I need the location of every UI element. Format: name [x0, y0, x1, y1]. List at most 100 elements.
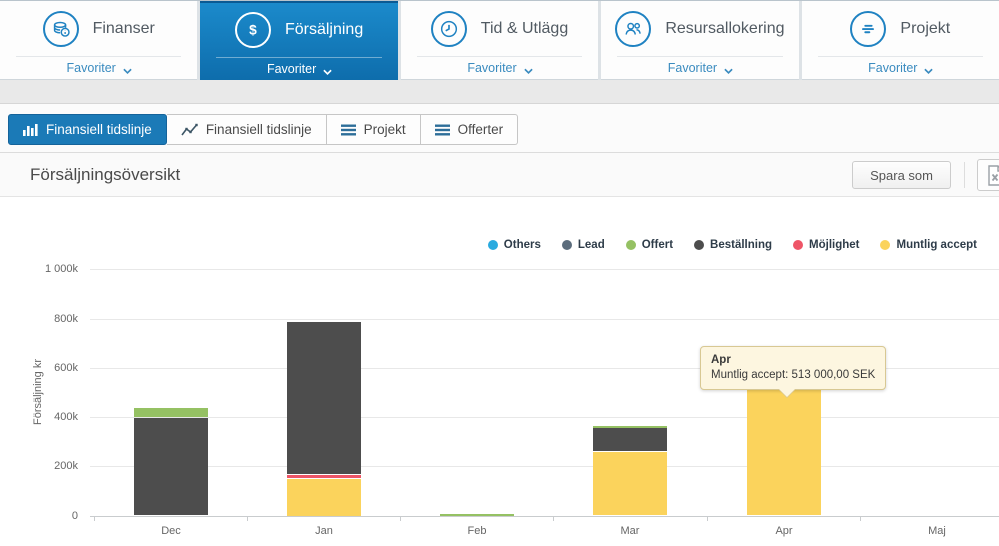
- list-icon: [340, 124, 356, 135]
- bar-segment-beställning[interactable]: [287, 322, 361, 475]
- save-as-button[interactable]: Spara som: [852, 161, 951, 189]
- chevron-down-icon: [123, 64, 132, 74]
- legend-item-lead[interactable]: Lead: [561, 239, 605, 251]
- y-axis-tick-label: 1 000k: [44, 263, 78, 276]
- view-button-financial-timeline-bars[interactable]: Finansiell tidslinje: [8, 114, 167, 145]
- x-axis-tick: [860, 515, 861, 521]
- favoriter-dropdown-projekt[interactable]: Favoriter: [802, 57, 999, 79]
- y-axis-tick-label: 400k: [54, 411, 78, 423]
- legend-dot: [694, 240, 705, 250]
- header-divider: [964, 162, 965, 188]
- legend-label: Lead: [577, 239, 605, 251]
- bar-segment-offert[interactable]: [593, 426, 667, 428]
- x-axis-category-label: Dec: [161, 524, 181, 537]
- legend-dot: [625, 240, 636, 250]
- x-axis-tick: [707, 515, 708, 521]
- excel-export-icon: [988, 164, 999, 186]
- chevron-down-icon: [724, 64, 733, 74]
- tab-label: Resursallokering: [665, 19, 785, 37]
- dollar-icon: $: [234, 12, 271, 49]
- bar-segment-muntlig-accept[interactable]: [747, 389, 821, 516]
- coins-icon: [42, 10, 79, 47]
- gridline: [90, 466, 999, 468]
- y-axis-tick-label: 800k: [54, 312, 78, 325]
- gridline: [90, 318, 999, 320]
- favoriter-dropdown-finanser[interactable]: Favoriter: [0, 57, 197, 79]
- chart-plot: Others Lead Offert Beställning Möjlighet Munt…: [0, 197, 999, 546]
- legend-label: Möjlighet: [809, 239, 860, 251]
- y-axis-tick-label: 200k: [54, 460, 78, 473]
- chevron-down-icon: [323, 65, 332, 76]
- y-axis-tick-label: 0: [71, 509, 78, 522]
- x-axis-category-label: Mar: [620, 524, 640, 537]
- chevron-down-icon: [523, 64, 533, 74]
- x-axis-category-label: Jan: [315, 524, 333, 537]
- favoriter-dropdown-forsaljning[interactable]: Favoriter: [200, 58, 397, 80]
- gridline: [90, 367, 999, 369]
- view-button-group: Finansiell tidslinje Finansiell tidslinj…: [8, 114, 519, 145]
- tab-label: Projekt: [900, 19, 951, 37]
- tooltip-category: Apr: [711, 354, 731, 366]
- chart-tooltip: Apr Muntlig accept: 513 000,00 SEK: [700, 346, 887, 398]
- bar-chart-icon: [23, 124, 38, 136]
- x-axis-category-label: Feb: [467, 524, 487, 537]
- bar-segment-beställning[interactable]: [593, 428, 667, 451]
- excel-export-button[interactable]: [977, 159, 999, 191]
- panel-header: Försäljningsöversikt Spara som: [0, 152, 999, 197]
- view-toolbar: Finansiell tidslinje Finansiell tidslinj…: [0, 104, 999, 152]
- favoriter-dropdown-resursallokering[interactable]: Favoriter: [601, 57, 798, 79]
- chart-legend: Others Lead Offert Beställning Möjlighet Munt…: [487, 239, 977, 251]
- x-axis-tick: [553, 515, 554, 521]
- legend-label: Offert: [641, 239, 674, 251]
- tab-forsaljning[interactable]: $ Försäljning Favoriter: [200, 1, 398, 80]
- legend-item-muntlig-accept[interactable]: Muntlig accept: [880, 239, 977, 251]
- legend-item-offert[interactable]: Offert: [625, 239, 674, 251]
- bar-segment-offert[interactable]: [134, 408, 208, 418]
- bar-segment-beställning[interactable]: [134, 418, 208, 516]
- tab-resursallokering[interactable]: Resursallokering Favoriter: [601, 1, 799, 80]
- line-chart-icon: [181, 123, 198, 135]
- view-button-financial-timeline-line[interactable]: Finansiell tidslinje: [166, 114, 327, 145]
- favoriter-dropdown-tid-utlagg[interactable]: Favoriter: [401, 57, 598, 79]
- tab-projekt[interactable]: Projekt Favoriter: [801, 1, 999, 80]
- legend-item-möjlighet[interactable]: Möjlighet: [793, 239, 859, 251]
- x-axis-tick: [94, 515, 95, 521]
- bar-segment-muntlig-accept[interactable]: [287, 478, 361, 516]
- page-title: Försäljningsöversikt: [30, 164, 181, 184]
- legend-dot: [561, 240, 572, 250]
- x-axis-category-label: Maj: [928, 524, 946, 537]
- y-axis-tick-label: 600k: [54, 361, 78, 374]
- legend-item-beställning[interactable]: Beställning: [694, 239, 772, 251]
- tab-label: Finanser: [92, 19, 155, 37]
- gantt-icon: [850, 10, 887, 47]
- separator-band: [0, 80, 999, 104]
- svg-text:$: $: [249, 23, 257, 38]
- legend-dot: [880, 240, 891, 250]
- tab-divider: [817, 56, 984, 57]
- x-axis-category-label: Apr: [775, 524, 793, 537]
- tab-divider: [617, 56, 783, 57]
- bar-segment-offert[interactable]: [440, 514, 514, 516]
- view-button-projekt[interactable]: Projekt: [326, 114, 421, 145]
- tab-divider: [216, 57, 382, 59]
- tab-tid-utlagg[interactable]: Tid & Utlägg Favoriter: [400, 1, 599, 80]
- x-axis-tick: [400, 515, 401, 521]
- x-axis-tick: [247, 515, 248, 521]
- main-tab-bar: Finanser Favoriter $ Försäljning Favorit…: [0, 0, 999, 80]
- legend-dot: [487, 240, 498, 250]
- people-icon: [615, 10, 652, 47]
- view-button-offerter[interactable]: Offerter: [420, 114, 519, 145]
- clock-icon: [430, 10, 467, 47]
- tab-finanser[interactable]: Finanser Favoriter: [0, 1, 198, 80]
- bar-segment-möjlighet[interactable]: [287, 475, 361, 478]
- bar-segment-muntlig-accept[interactable]: [593, 451, 667, 516]
- tab-label: Tid & Utlägg: [480, 19, 569, 37]
- tab-label: Försäljning: [284, 21, 364, 39]
- x-axis-line: [90, 515, 999, 517]
- legend-item-others[interactable]: Others: [487, 239, 541, 251]
- legend-label: Beställning: [710, 239, 773, 251]
- chevron-down-icon: [924, 64, 934, 74]
- list-icon: [434, 124, 450, 135]
- tooltip-value: Muntlig accept: 513 000,00 SEK: [711, 369, 876, 381]
- gridline: [90, 417, 999, 418]
